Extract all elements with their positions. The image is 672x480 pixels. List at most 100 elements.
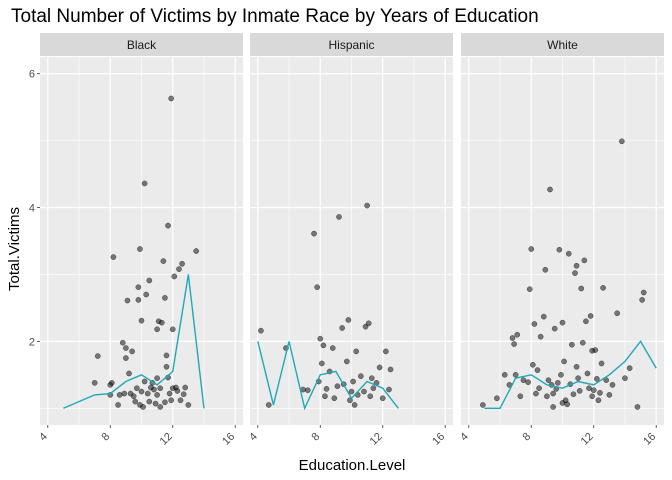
data-point-white-14 — [531, 321, 538, 327]
data-point-hispanic-26 — [361, 388, 367, 395]
facet-panel-white: White 4 8 12 16 — [458, 33, 664, 448]
data-point-white-12 — [528, 246, 535, 252]
data-point-hispanic-35 — [383, 348, 389, 355]
data-point-hispanic-38 — [345, 317, 352, 323]
data-point-white-21 — [544, 393, 550, 400]
data-point-hispanic-29 — [365, 320, 372, 327]
data-point-black-6 — [115, 402, 121, 408]
data-point-white-46 — [581, 257, 588, 264]
facet-strip-label-black: Black — [127, 38, 157, 52]
data-point-white-67 — [640, 289, 647, 296]
data-point-hispanic-5 — [311, 230, 317, 237]
mean-line-black — [63, 274, 205, 409]
data-point-white-59 — [606, 392, 613, 398]
x-tick-label: 8 — [310, 431, 323, 444]
data-point-white-45 — [579, 339, 586, 346]
data-point-white-60 — [609, 382, 616, 388]
data-point-white-29 — [556, 246, 563, 253]
data-point-black-35 — [154, 326, 160, 333]
data-point-white-28 — [554, 379, 561, 386]
data-point-black-5 — [110, 254, 117, 260]
data-point-white-43 — [576, 388, 583, 394]
data-point-black-7 — [116, 392, 123, 398]
data-point-hispanic-4 — [304, 387, 311, 394]
data-point-black-64 — [157, 404, 164, 410]
mean-line-hispanic — [257, 341, 399, 411]
data-point-black-57 — [165, 222, 171, 229]
data-point-black-54 — [182, 384, 189, 391]
data-point-white-4 — [509, 335, 516, 341]
data-point-white-40 — [572, 270, 578, 276]
data-point-white-51 — [589, 393, 596, 400]
data-point-black-17 — [133, 385, 140, 392]
data-point-black-45 — [168, 397, 175, 404]
data-point-white-63 — [622, 375, 628, 382]
data-point-hispanic-6 — [314, 284, 320, 291]
data-point-white-39 — [570, 391, 577, 398]
data-point-black-8 — [119, 339, 126, 346]
x-axis-title: Education.Level — [299, 457, 406, 474]
data-point-black-41 — [162, 399, 168, 406]
data-point-black-42 — [163, 352, 170, 359]
data-point-white-66 — [639, 297, 645, 303]
data-point-white-19 — [540, 313, 547, 320]
facet-strip-white — [461, 33, 664, 56]
data-point-black-34 — [154, 375, 160, 382]
x-tick-label: 12 — [368, 431, 385, 448]
facet-strip-black — [40, 33, 243, 56]
data-point-black-44 — [166, 390, 173, 397]
data-point-white-61 — [614, 310, 621, 317]
data-point-white-50 — [587, 313, 594, 319]
data-point-white-44 — [578, 285, 585, 292]
data-point-black-4 — [108, 379, 115, 386]
data-point-white-56 — [597, 390, 603, 396]
x-tick-label: 8 — [521, 431, 534, 444]
data-point-hispanic-21 — [348, 388, 355, 395]
facet-strip-hispanic — [250, 33, 453, 56]
data-point-hispanic-40 — [351, 402, 358, 408]
y-tick-label: 2 — [29, 336, 35, 348]
data-point-black-26 — [143, 291, 150, 298]
data-point-hispanic-11 — [322, 393, 328, 400]
data-point-white-0 — [480, 402, 486, 408]
data-point-white-6 — [512, 371, 519, 378]
data-point-white-49 — [586, 385, 592, 392]
facet-panels: Black 4 8 12 16 Hispanic 4 8 12 16 White 4 8 12 16 2 4 6 — [29, 33, 664, 448]
data-point-black-20 — [137, 246, 143, 252]
data-point-black-32 — [152, 400, 159, 407]
data-point-white-1 — [494, 395, 500, 402]
data-point-white-18 — [537, 333, 544, 340]
data-point-white-38 — [569, 341, 575, 348]
data-point-black-16 — [132, 398, 139, 405]
data-point-hispanic-41 — [368, 375, 375, 382]
data-point-white-42 — [575, 375, 581, 382]
data-point-white-32 — [559, 319, 566, 326]
data-point-hispanic-19 — [343, 358, 350, 365]
data-point-hispanic-31 — [370, 385, 377, 392]
x-tick-label: 16 — [220, 431, 237, 448]
data-point-black-55 — [185, 402, 192, 408]
data-point-white-2 — [501, 371, 508, 378]
data-point-white-48 — [584, 370, 591, 377]
data-point-black-24 — [140, 404, 146, 410]
data-point-hispanic-12 — [323, 386, 330, 392]
data-point-white-35 — [564, 401, 571, 408]
facet-strip-label-hispanic: Hispanic — [328, 38, 374, 52]
chart-title: Total Number of Victims by Inmate Race b… — [11, 6, 539, 27]
data-point-black-28 — [146, 277, 153, 284]
data-point-black-33 — [154, 392, 160, 398]
data-point-black-25 — [141, 378, 148, 385]
data-point-white-8 — [517, 393, 524, 400]
data-point-hispanic-39 — [329, 345, 336, 351]
data-point-hispanic-37 — [387, 366, 394, 373]
data-point-white-25 — [550, 390, 556, 397]
data-point-black-19 — [135, 284, 142, 291]
data-point-white-13 — [529, 361, 536, 368]
data-point-white-9 — [520, 377, 527, 384]
data-point-black-61 — [180, 391, 187, 398]
data-point-black-51 — [176, 266, 182, 272]
data-point-hispanic-14 — [331, 395, 338, 402]
data-point-hispanic-34 — [379, 395, 386, 402]
data-point-white-55 — [595, 397, 602, 404]
data-point-white-52 — [590, 387, 597, 394]
